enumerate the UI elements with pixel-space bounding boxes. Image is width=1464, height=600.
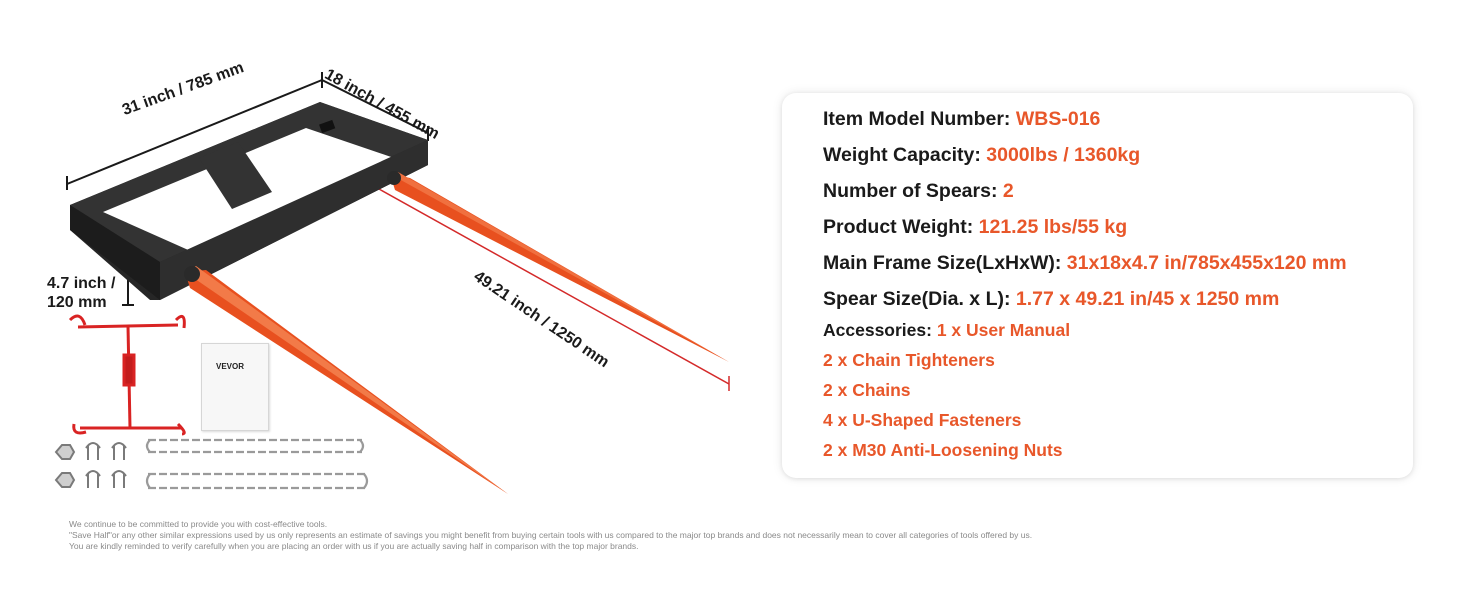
spec-card: Item Model Number: WBS-016 Weight Capaci…: [782, 93, 1413, 478]
spear-length-dimension-line: [369, 177, 730, 391]
depth-dimension-line: [321, 79, 429, 141]
spec-weight-value: 121.25 lbs/55 kg: [978, 216, 1128, 238]
spec-frame-value: 31x18x4.7 in/785x455x120 mm: [1066, 252, 1347, 274]
spec-spears-row: Number of Spears: 2: [823, 180, 1014, 203]
spec-accessories-label: Accessories:: [823, 320, 937, 340]
spec-accessories-row: Accessories: 1 x User Manual: [823, 320, 1070, 341]
spec-spears-label: Number of Spears:: [823, 180, 1003, 202]
disclaimer-line: You are kindly reminded to verify carefu…: [69, 541, 639, 551]
hardware-icon: [54, 442, 127, 488]
height-dimension-line2: 120 mm: [47, 294, 107, 311]
accessory-item: 2 x Chains: [823, 380, 911, 400]
spear-front: [185, 266, 508, 494]
height-dimension-label: 4.7 inch / 120 mm: [47, 274, 115, 312]
spec-spears-value: 2: [1002, 180, 1014, 202]
spec-capacity-label: Weight Capacity:: [823, 144, 987, 166]
height-dimension-line1: 4.7 inch /: [47, 275, 116, 292]
spear-back: [390, 172, 729, 362]
user-manual-image: VEVOR: [201, 343, 269, 431]
chain-tightener-icon: [68, 314, 186, 436]
spec-frame-label: Main Frame Size(LxHxW):: [823, 252, 1067, 274]
product-figure: 31 inch / 785 mm 18 inch / 455 mm 49.21 …: [0, 0, 760, 510]
spec-model-value: WBS-016: [1015, 108, 1101, 130]
spec-spear-size-label: Spear Size(Dia. x L):: [823, 288, 1016, 310]
manual-brand-logo: VEVOR: [216, 362, 245, 371]
accessory-item: 1 x User Manual: [936, 320, 1071, 340]
bale-spear-illustration: [54, 72, 730, 494]
disclaimer: We continue to be committed to provide y…: [69, 519, 1032, 552]
spec-model-label: Item Model Number:: [823, 108, 1016, 130]
bale-spear-frame: [70, 102, 428, 300]
accessory-item: 4 x U-Shaped Fasteners: [823, 410, 1022, 430]
spec-weight-row: Product Weight: 121.25 lbs/55 kg: [823, 216, 1127, 239]
spec-spear-size-row: Spear Size(Dia. x L): 1.77 x 49.21 in/45…: [823, 288, 1279, 311]
accessory-item: 2 x M30 Anti-Loosening Nuts: [823, 440, 1063, 460]
accessory-item: 2 x Chain Tighteners: [823, 350, 995, 370]
spec-capacity-row: Weight Capacity: 3000lbs / 1360kg: [823, 144, 1140, 167]
spec-frame-row: Main Frame Size(LxHxW): 31x18x4.7 in/785…: [823, 252, 1347, 275]
spec-weight-label: Product Weight:: [823, 216, 979, 238]
spec-spear-size-value: 1.77 x 49.21 in/45 x 1250 mm: [1015, 288, 1280, 310]
spec-capacity-value: 3000lbs / 1360kg: [986, 144, 1141, 166]
disclaimer-line: "Save Half"or any other similar expressi…: [69, 530, 1033, 540]
spec-model-row: Item Model Number: WBS-016: [823, 108, 1100, 131]
disclaimer-line: We continue to be committed to provide y…: [69, 519, 328, 529]
chains-icon: [145, 438, 369, 490]
